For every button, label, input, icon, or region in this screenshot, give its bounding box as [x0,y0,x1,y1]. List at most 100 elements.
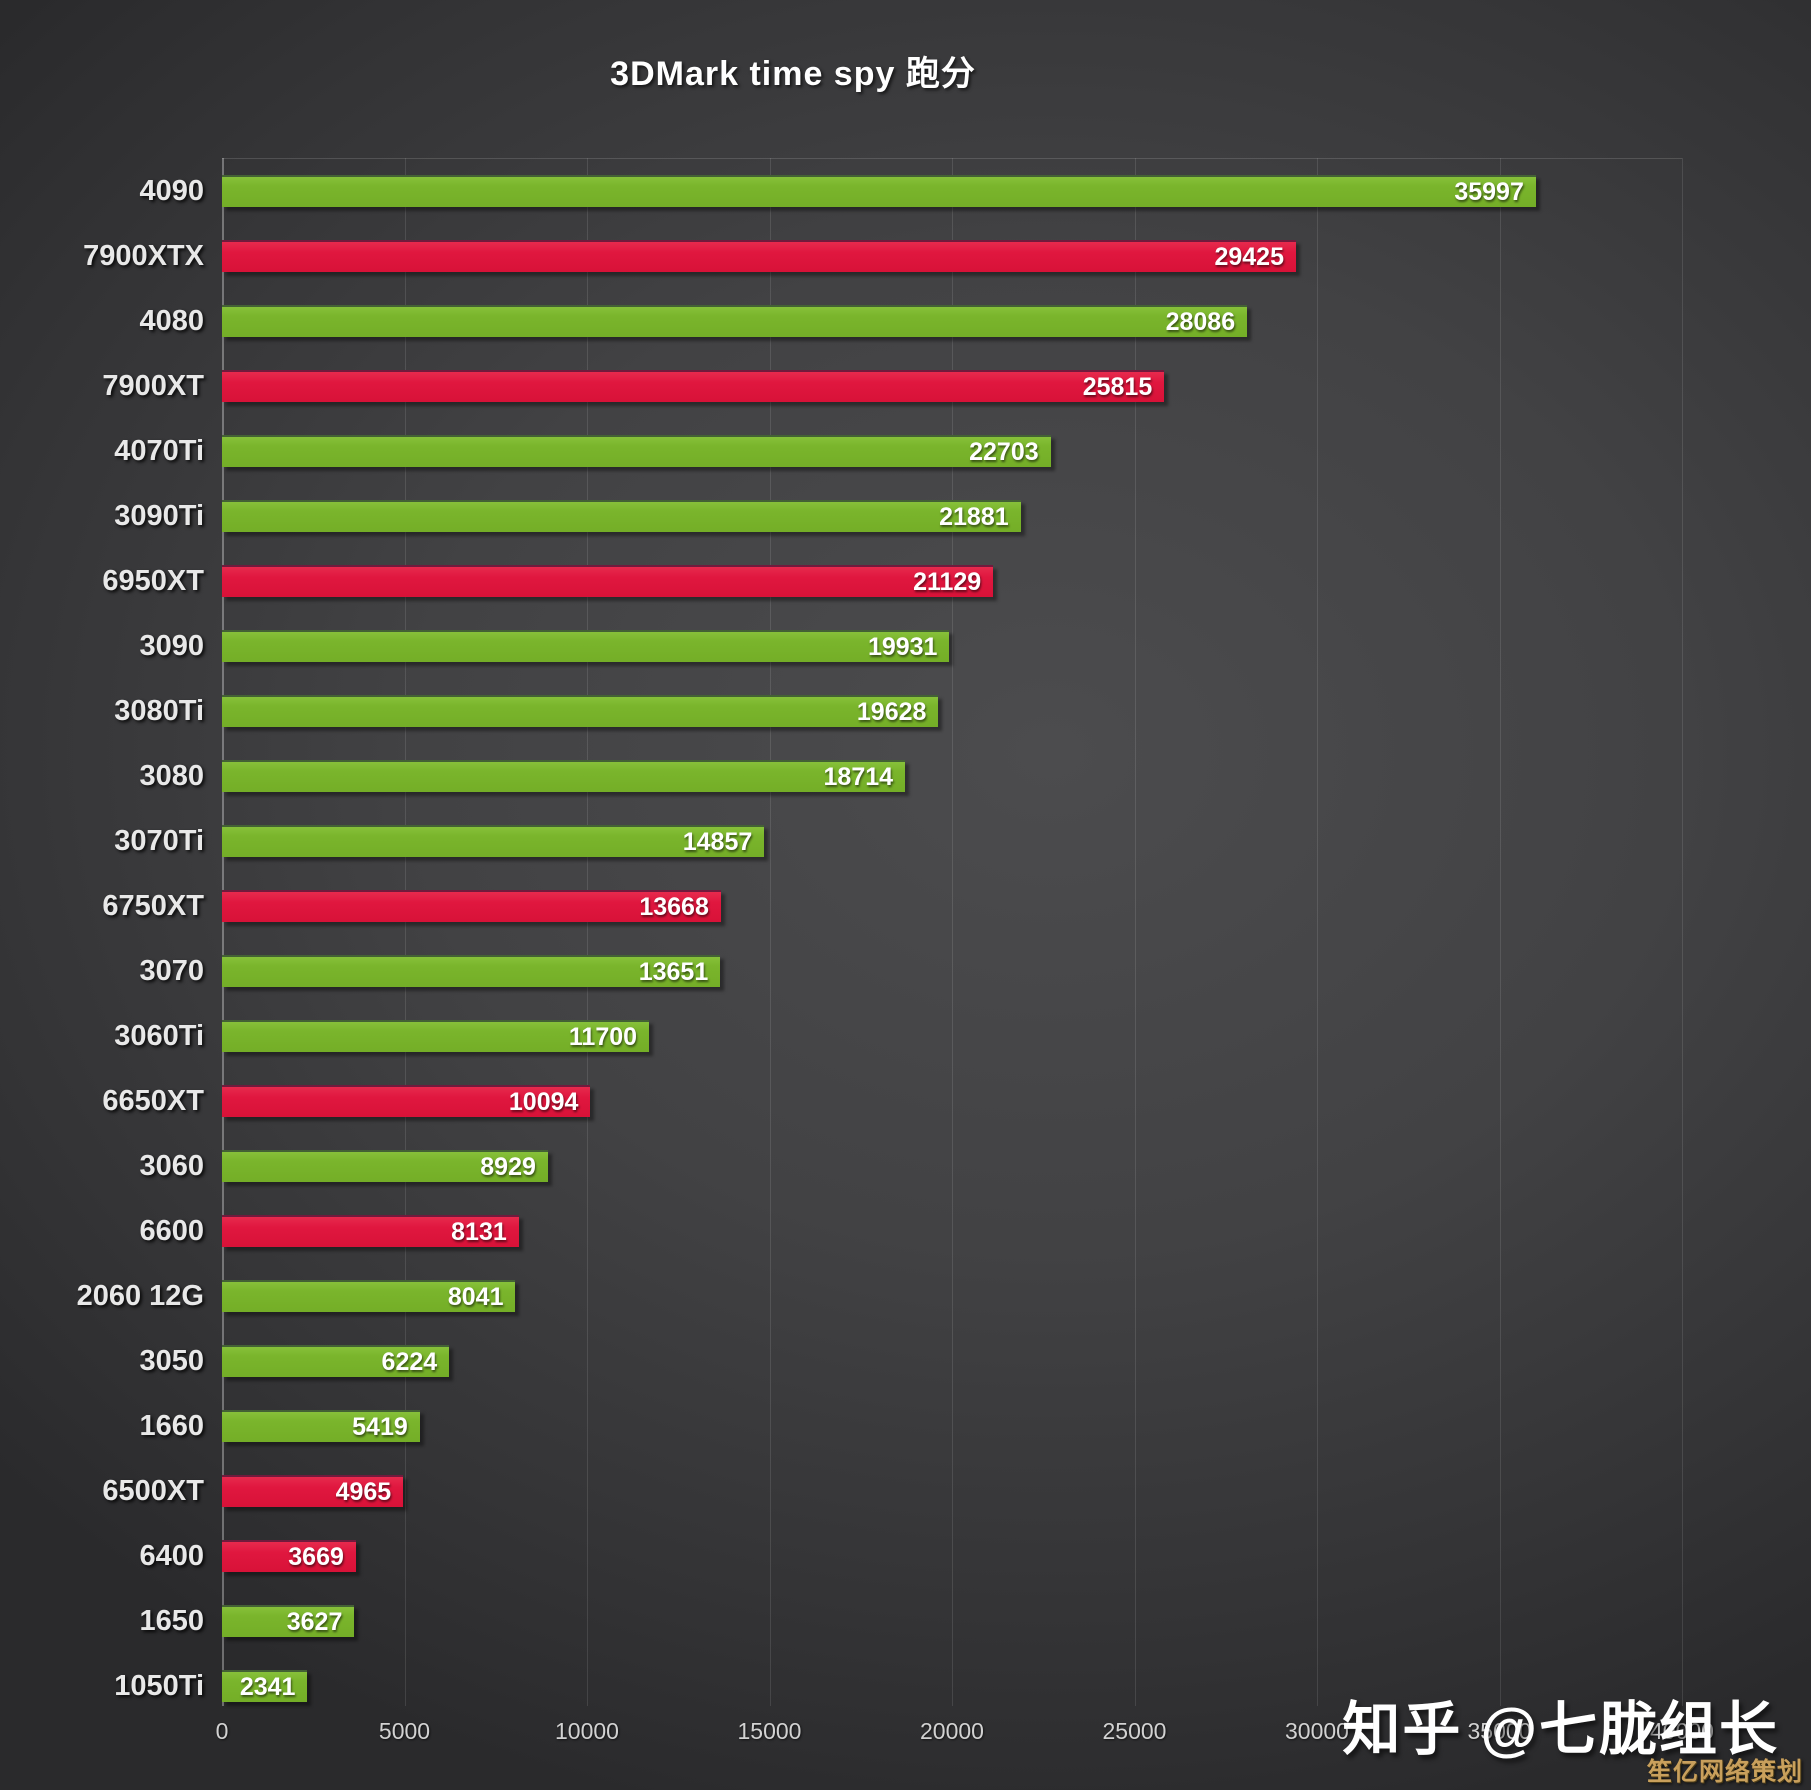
category-label: 7900XT [102,370,204,402]
bar-row: 3090Ti 21881 [114,483,1682,548]
bar-6750xt: 13668 [222,890,721,922]
x-tick-label: 10000 [555,1718,619,1744]
gridline [1499,158,1501,1706]
value-label: 25815 [1082,373,1153,401]
value-label: 3669 [288,1543,344,1571]
gridline [1134,158,1136,1706]
bar-row: 6750XT 13668 [102,873,1682,938]
gridline [1682,158,1683,1706]
category-label: 3060 [139,1150,204,1182]
value-label: 6224 [381,1348,438,1376]
bar-row: 1660 5419 [139,1393,1682,1458]
value-label: 4965 [335,1478,392,1506]
category-label: 3090 [139,630,204,662]
bar-row: 3080Ti 19628 [114,678,1682,743]
value-label: 35997 [1454,178,1524,206]
category-label: 7900XTX [83,240,204,272]
value-label: 10094 [508,1088,579,1116]
category-label: 1650 [139,1605,204,1637]
value-label: 2341 [239,1673,296,1701]
category-label: 4070Ti [114,435,204,467]
gridline [1317,158,1318,1706]
value-label: 22703 [969,438,1039,466]
x-tick-label: 25000 [1102,1718,1167,1744]
bar-row: 4090 35997 [139,158,1682,223]
bar-1650: 3627 [222,1605,355,1637]
category-label: 1660 [139,1410,204,1442]
gridline [952,158,953,1706]
value-label: 13651 [638,958,709,986]
value-label: 8131 [451,1218,507,1246]
value-label: 8929 [480,1153,536,1181]
bar-row: 1050Ti 2341 [114,1653,1682,1718]
bar-3060ti: 11700 [222,1020,650,1052]
bar-row: 3070Ti 14857 [114,808,1682,873]
category-label: 6600 [139,1215,204,1247]
bar-row: 2060 12G 8041 [77,1263,1682,1328]
bar-3090: 19931 [222,630,950,662]
category-label: 3080Ti [114,695,204,727]
bar-row: 1650 3627 [139,1588,1682,1653]
bar-6650xt: 10094 [222,1085,591,1117]
x-tick-label: 15000 [737,1718,802,1744]
value-label: 21129 [913,568,982,596]
bar-row: 6400 3669 [139,1523,1682,1588]
plot-top-border [222,158,1682,159]
category-label: 3080 [139,760,204,792]
value-label: 14857 [682,828,753,856]
bar-row: 7900XT 25815 [102,353,1682,418]
gridline [404,158,406,1706]
category-label: 6650XT [102,1085,204,1117]
bar-3080ti: 19628 [222,695,939,727]
category-label: 1050Ti [114,1670,204,1702]
bar-row: 6600 8131 [139,1198,1682,1263]
x-tick-label: 40000 [1650,1718,1714,1744]
bar-7900xtx: 29425 [222,240,1296,272]
bar-6500xt: 4965 [222,1475,404,1507]
bar-row: 3050 6224 [139,1328,1682,1393]
bar-3070ti: 14857 [222,825,765,857]
value-label: 29425 [1214,243,1284,271]
bar-1050ti: 2341 [222,1670,308,1702]
bar-3050: 6224 [222,1345,450,1377]
category-label: 4080 [139,305,204,337]
bar-1660: 5419 [222,1410,420,1442]
x-tick-label: 30000 [1285,1718,1349,1744]
category-label: 6950XT [102,565,204,597]
value-label: 8041 [447,1283,504,1311]
category-label: 2060 12G [76,1280,204,1312]
value-label: 11700 [568,1023,638,1051]
bar-4080: 28086 [222,305,1248,337]
bar-row: 7900XTX 29425 [83,223,1682,288]
category-label: 3050 [139,1345,204,1377]
gridline [769,158,771,1706]
category-label: 3090Ti [114,500,204,532]
bar-row: 3070 13651 [139,938,1682,1003]
gridline [587,158,588,1706]
y-axis-line [222,158,224,1706]
bar-4070ti: 22703 [222,435,1051,467]
bar-row: 4070Ti 22703 [114,418,1682,483]
bar-6600: 8131 [222,1215,519,1247]
category-label: 6400 [139,1540,204,1572]
value-label: 19628 [856,698,927,726]
bar-row: 3060Ti 11700 [114,1003,1682,1068]
watermark-author: 知乎 @七胧组长 [1342,1697,1779,1762]
x-tick-label: 0 [215,1718,229,1744]
value-label: 3627 [286,1608,343,1636]
bar-3080: 18714 [222,760,906,792]
value-label: 19931 [867,633,938,661]
category-label: 4090 [139,175,204,207]
bar-3060: 8929 [222,1150,548,1182]
value-label: 28086 [1165,308,1236,336]
bar-3090ti: 21881 [222,500,1021,532]
bar-7900xt: 25815 [222,370,1165,402]
x-tick-label: 20000 [920,1718,984,1744]
category-label: 3060Ti [114,1020,204,1052]
bar-row: 3090 19931 [139,613,1682,678]
bar-row: 3060 8929 [139,1133,1682,1198]
bar-row: 4080 28086 [139,288,1682,353]
value-label: 18714 [823,763,894,791]
value-label: 21881 [939,503,1009,531]
